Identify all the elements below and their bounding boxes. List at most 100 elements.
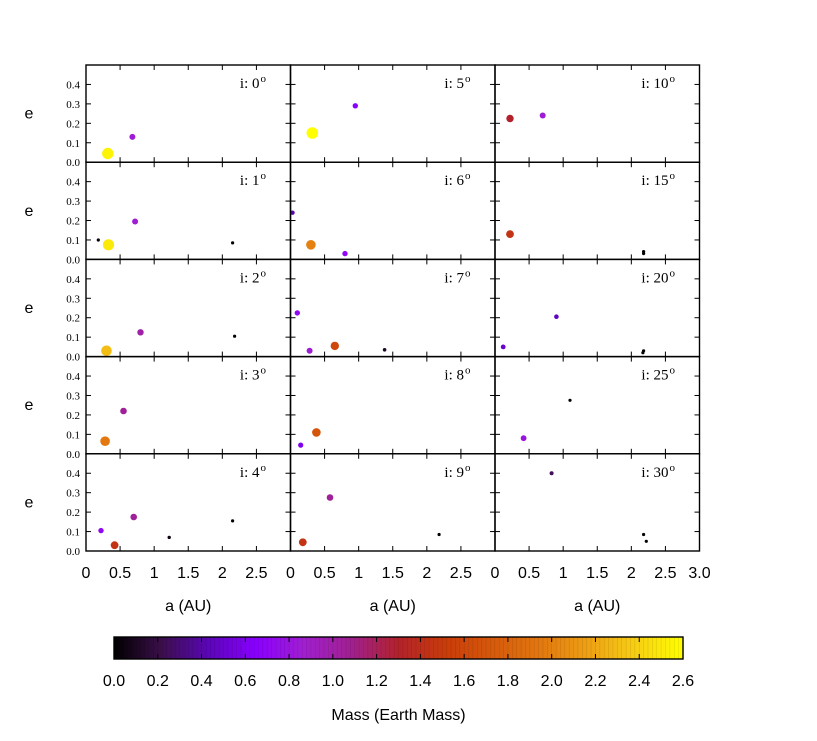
panel-label-superscript: o: [261, 73, 267, 85]
y-tick-label: 0.0: [66, 157, 80, 169]
y-axis-label: e: [25, 203, 34, 220]
data-point: [294, 310, 300, 316]
data-point: [641, 351, 645, 355]
data-point: [539, 112, 546, 119]
data-point: [642, 532, 646, 537]
y-tick-label: 0.2: [66, 216, 80, 228]
data-point: [298, 538, 307, 547]
panel-label: i: 20: [641, 270, 668, 286]
y-tick-label: 0.4: [66, 468, 80, 480]
data-point: [137, 329, 144, 336]
y-tick-label: 0.4: [66, 79, 80, 91]
colorbar-tick-label: 0.6: [234, 673, 256, 690]
data-point: [120, 407, 127, 415]
colorbar-tick-label: 2.2: [584, 673, 606, 690]
x-tick-label: 0.5: [518, 565, 540, 582]
colorbar-tick-label: 2.4: [628, 673, 650, 690]
data-point: [568, 398, 572, 402]
data-point: [132, 218, 139, 225]
y-tick-label: 0.4: [66, 274, 80, 286]
panel-label: i: 8: [444, 368, 464, 384]
x-tick-label: 2: [218, 565, 227, 582]
data-point: [382, 348, 387, 352]
panel-label-superscript: o: [465, 365, 471, 377]
y-tick-label: 0.0: [66, 449, 80, 461]
data-point: [549, 471, 554, 476]
data-point: [290, 210, 295, 215]
x-tick-label: 0: [286, 565, 295, 582]
colorbar-tick-label: 1.8: [497, 673, 519, 690]
x-tick-label: 2: [627, 565, 636, 582]
colorbar-tick-label: 0.4: [190, 673, 212, 690]
colorbar-tick-label: 1.0: [322, 673, 344, 690]
x-axis-label: a (AU): [574, 598, 620, 615]
panel-label-superscript: o: [670, 170, 676, 182]
panel-label-superscript: o: [261, 365, 267, 377]
panel-label: i: 5: [444, 76, 464, 92]
colorbar-label: Mass (Earth Mass): [331, 707, 465, 724]
data-point: [506, 230, 514, 239]
y-tick-label: 0.3: [66, 99, 80, 111]
y-tick-label: 0.3: [66, 196, 80, 208]
x-tick-label: 0: [491, 565, 500, 582]
panel-label: i: 2: [240, 270, 260, 286]
y-tick-label: 0.2: [66, 410, 80, 422]
panel: i: 15 o: [494, 161, 701, 261]
x-tick-label: 1.5: [382, 565, 404, 582]
panel: i: 3 o 0.0 0.1 0.2 0.3 0.4 e: [25, 355, 292, 461]
y-tick-label: 0.1: [66, 235, 80, 247]
panel-label-superscript: o: [261, 170, 267, 182]
colorbar-frame: [113, 636, 684, 660]
data-point: [330, 341, 339, 351]
panel-label: i: 15: [641, 173, 668, 189]
x-tick-label: 2.5: [245, 565, 267, 582]
data-point: [101, 345, 112, 357]
colorbar-tick-label: 2.6: [672, 673, 694, 690]
x-axis-label: a (AU): [370, 598, 416, 615]
x-tick-label: 1.5: [177, 565, 199, 582]
colorbar: 0.0 0.2 0.4 0.6 0.8 1.0 1.2 1.4 1.6 1.8 2.0 2.2 2.4 2…: [103, 636, 694, 724]
panel: i: 0 o 0.0 0.1 0.2 0.3 0.4 e: [25, 64, 292, 169]
x-tick-label: 2.5: [450, 565, 472, 582]
panel: i: 2 o 0.0 0.1 0.2 0.3 0.4 e: [25, 258, 292, 364]
panel: i: 25 o: [494, 355, 701, 455]
panel: i: 1 o 0.0 0.1 0.2 0.3 0.4 e: [25, 161, 292, 266]
x-tick-label: 0: [82, 565, 91, 582]
data-point: [96, 238, 100, 242]
panel-label: i: 25: [641, 368, 668, 384]
data-point: [110, 541, 119, 550]
x-tick-label: 1: [150, 565, 159, 582]
y-axis-label: e: [25, 397, 34, 414]
y-tick-label: 0.3: [66, 293, 80, 305]
data-point: [100, 436, 110, 447]
panel: i: 9 o 0 0.5 1 1.5 2 2.5 a (AU): [286, 453, 496, 615]
data-point: [437, 532, 441, 537]
colorbar-tick-label: 0.2: [147, 673, 169, 690]
panel-label-superscript: o: [261, 462, 267, 474]
panel-label-superscript: o: [670, 462, 676, 474]
panel: i: 20 o: [494, 258, 701, 358]
data-point: [326, 494, 334, 501]
data-point: [102, 147, 114, 160]
y-axis-label: e: [25, 494, 34, 511]
data-point: [554, 314, 559, 320]
data-point: [233, 334, 237, 338]
data-point: [98, 527, 104, 534]
panel-label-superscript: o: [465, 73, 471, 85]
data-point: [231, 241, 235, 245]
y-tick-label: 0.4: [66, 177, 80, 189]
x-axis-label: a (AU): [165, 598, 211, 615]
panel-label-superscript: o: [670, 365, 676, 377]
colorbar-tick-label: 1.4: [409, 673, 431, 690]
y-tick-label: 0.1: [66, 332, 80, 344]
panel-label-superscript: o: [670, 267, 676, 279]
colorbar-fill: [114, 637, 683, 659]
x-tick-label: 0.5: [109, 565, 131, 582]
panel-label-superscript: o: [465, 462, 471, 474]
panel-label: i: 30: [641, 465, 668, 481]
